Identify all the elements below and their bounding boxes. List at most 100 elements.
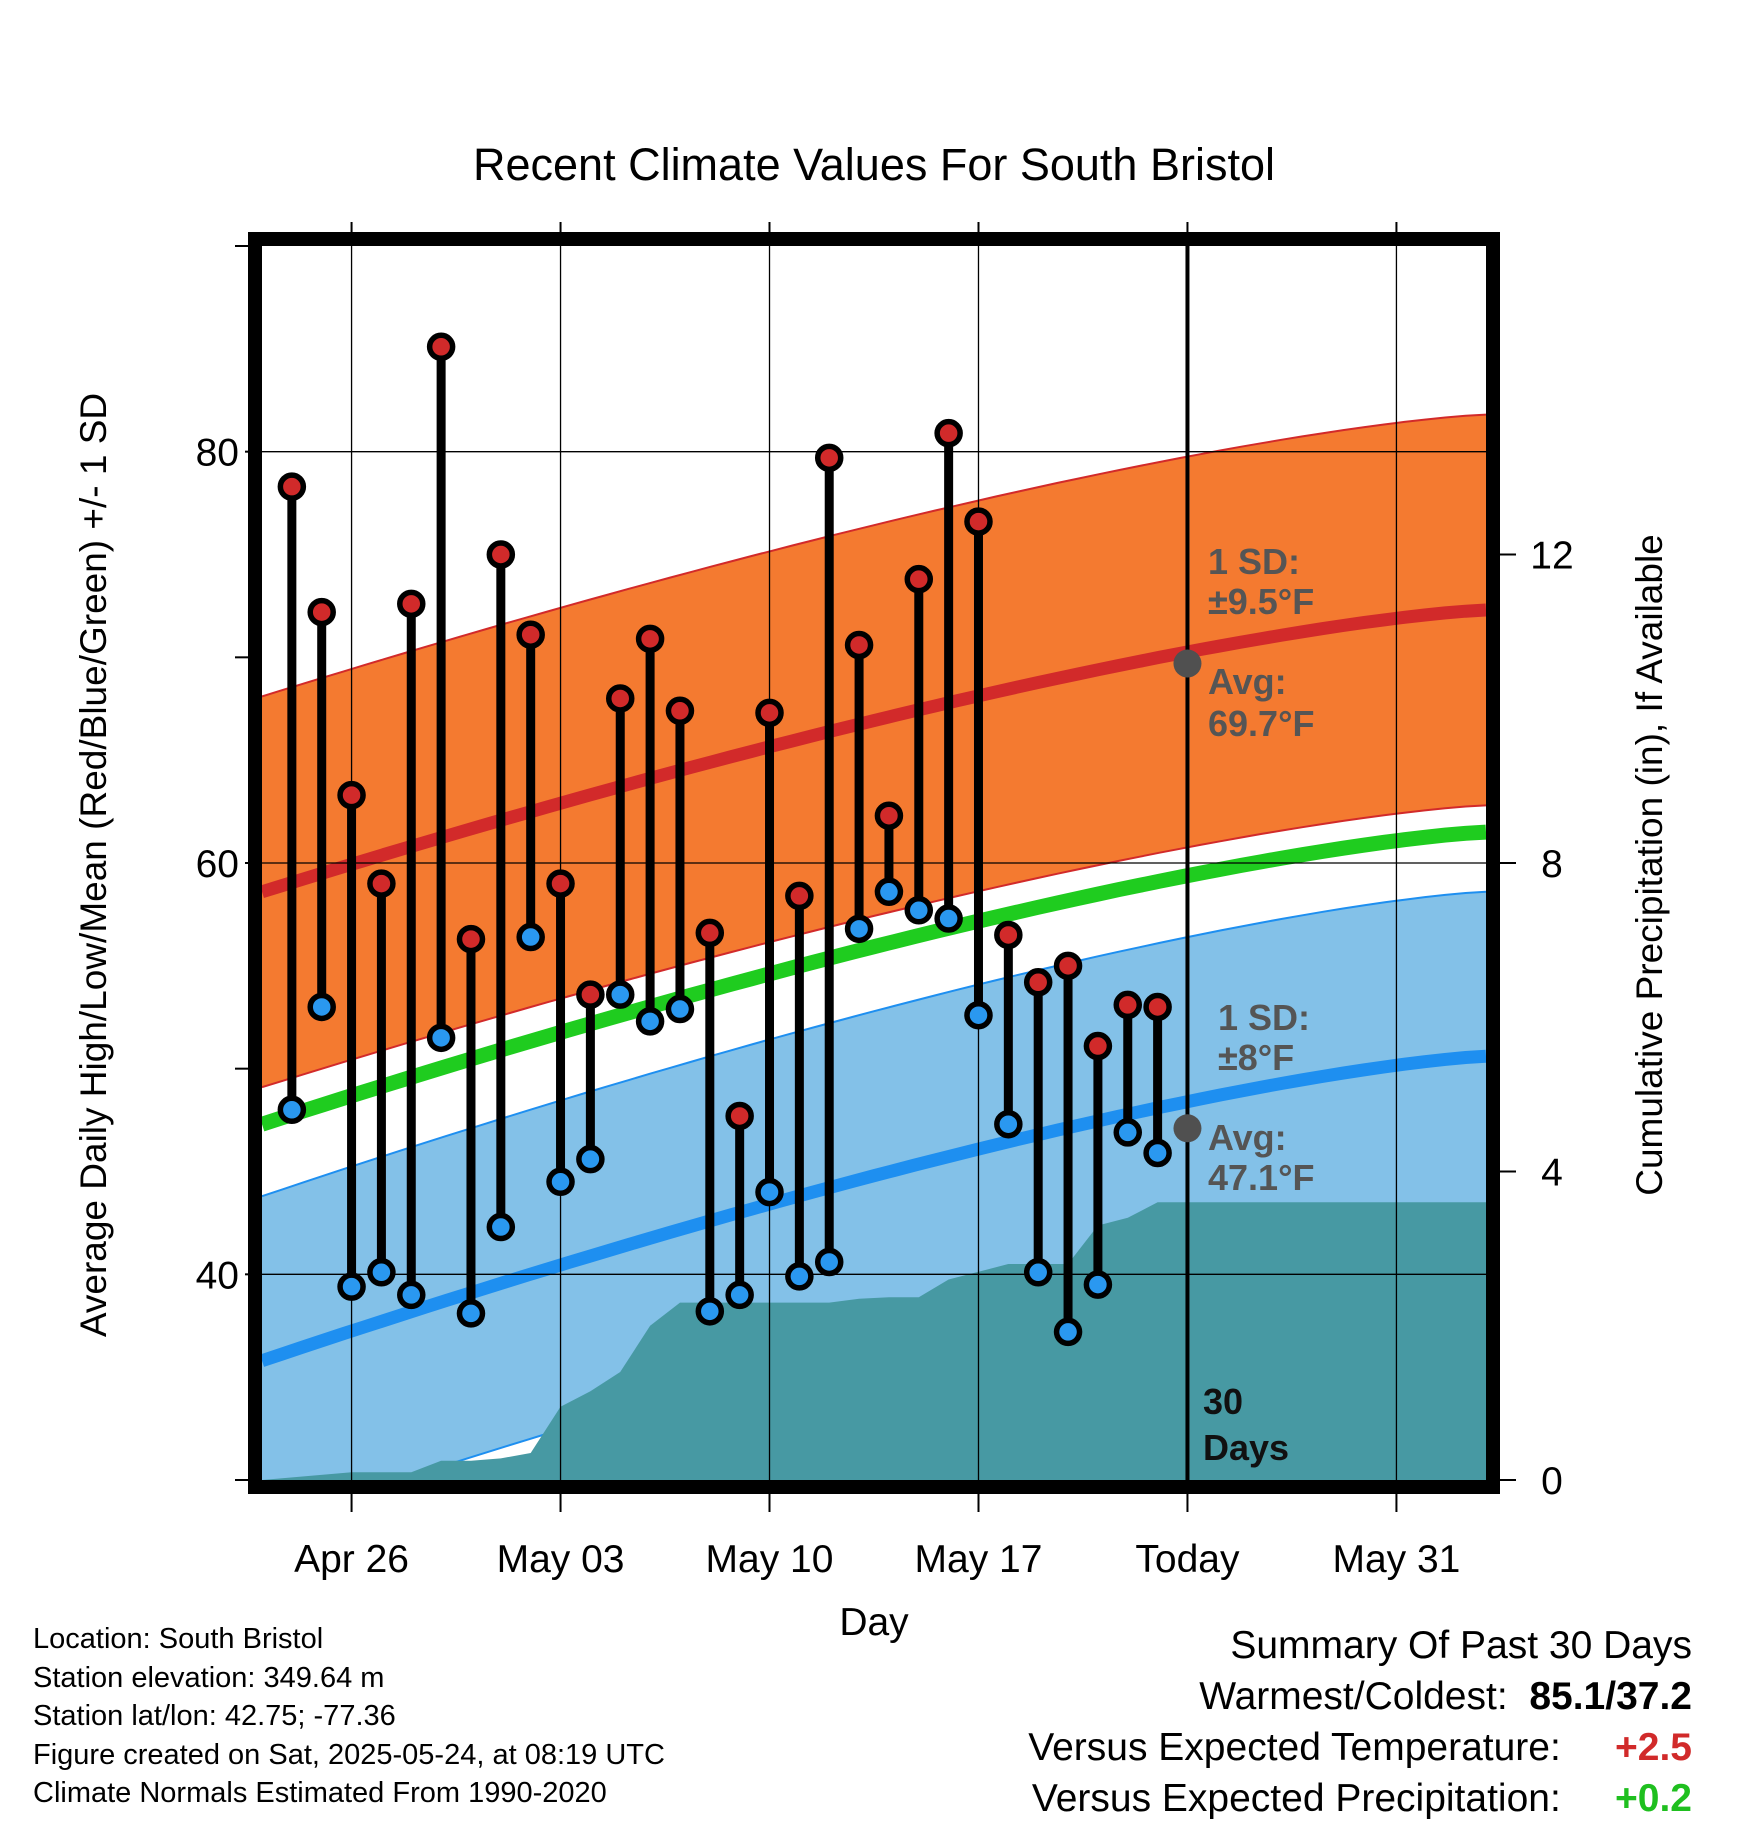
- plot-frame: [248, 232, 1500, 1494]
- daily-low-marker: [486, 1212, 516, 1242]
- y-tick-label: 40: [196, 1254, 239, 1297]
- daily-high-marker: [755, 698, 784, 728]
- daily-low-marker: [785, 1262, 814, 1291]
- daily-high-marker: [1083, 1031, 1113, 1061]
- low-avg-label: Avg:: [1208, 1117, 1287, 1158]
- daily-high-marker: [426, 332, 456, 362]
- daily-high-marker: [934, 418, 963, 448]
- x-tick-label: May 03: [497, 1538, 625, 1581]
- chart-title: Recent Climate Values For South Bristol: [473, 139, 1275, 190]
- normals-text: Climate Normals Estimated From 1990-2020: [33, 1777, 607, 1809]
- daily-low-marker: [665, 994, 695, 1024]
- low-avg-value: 47.1°F: [1208, 1157, 1314, 1198]
- low-sd-band: [262, 891, 1486, 1480]
- daily-high-marker: [307, 597, 336, 627]
- daily-high-marker: [576, 980, 605, 1009]
- daily-high-marker: [456, 924, 486, 954]
- window-label-line2: Days: [1203, 1427, 1289, 1468]
- x-tick-label: Today: [1135, 1538, 1240, 1581]
- daily-high-marker: [367, 869, 396, 898]
- summary-title: Summary Of Past 30 Days: [1230, 1624, 1692, 1667]
- high-avg-value: 69.7°F: [1208, 703, 1314, 744]
- latlon-text: Station lat/lon: 42.75; -77.36: [33, 1700, 396, 1732]
- low-sd-label: 1 SD:: [1218, 997, 1310, 1038]
- daily-high-marker: [874, 801, 904, 830]
- window-label-line1: 30: [1203, 1381, 1243, 1422]
- daily-high-marker: [994, 920, 1023, 950]
- location-text: Location: South Bristol: [33, 1623, 324, 1655]
- temp-row: Versus Expected Temperature: +2.5: [1028, 1722, 1692, 1773]
- today-high-avg-dot: [1173, 649, 1202, 678]
- warm-cold-value: 85.1/37.2: [1529, 1675, 1692, 1718]
- daily-low-marker: [695, 1297, 725, 1326]
- y-tick-label: 60: [196, 843, 239, 886]
- precip-label: Versus Expected Precipitation:: [1031, 1777, 1561, 1820]
- daily-low-marker: [546, 1167, 575, 1197]
- low-sd-value: ±8°F: [1218, 1037, 1294, 1078]
- daily-low-marker: [814, 1247, 844, 1277]
- x-tick-label: May 31: [1332, 1538, 1460, 1581]
- daily-high-marker: [337, 780, 366, 810]
- plot-area: [262, 246, 1486, 1480]
- warm-cold-label: Warmest/Coldest:: [1199, 1675, 1508, 1718]
- daily-low-marker: [874, 877, 904, 907]
- daily-high-marker: [1113, 990, 1143, 1020]
- y2-tick-label: 8: [1541, 843, 1563, 886]
- daily-low-marker: [904, 896, 934, 925]
- warm-cold-row: Warmest/Coldest: 85.1/37.2: [1028, 1671, 1692, 1722]
- daily-high-marker: [1143, 992, 1172, 1022]
- daily-low-marker: [516, 922, 545, 952]
- daily-low-marker: [635, 1007, 665, 1036]
- daily-high-marker: [1023, 968, 1053, 997]
- daily-low-marker: [397, 1280, 426, 1310]
- daily-high-marker: [605, 684, 635, 713]
- daily-low-marker: [367, 1258, 396, 1287]
- daily-high-marker: [635, 624, 665, 654]
- daily-low-marker: [725, 1280, 754, 1310]
- y2-tick-label: 12: [1530, 535, 1573, 578]
- daily-high-marker: [785, 881, 814, 911]
- y-tick-label: 80: [196, 432, 239, 475]
- daily-low-marker: [337, 1272, 366, 1301]
- daily-low-marker: [456, 1299, 486, 1328]
- normal-mean-line: [262, 824, 1486, 1132]
- daily-high-marker: [1053, 951, 1083, 981]
- precipitation-area: [262, 1202, 1486, 1480]
- high-sd-value: ±9.5°F: [1208, 581, 1314, 622]
- x-tick-label: May 17: [915, 1538, 1043, 1581]
- daily-high-marker: [814, 443, 844, 473]
- daily-low-marker: [1023, 1258, 1053, 1287]
- daily-low-marker: [755, 1177, 784, 1207]
- daily-high-marker: [665, 696, 695, 726]
- high-sd-band: [262, 414, 1486, 1088]
- y2-tick-label: 0: [1541, 1460, 1563, 1503]
- daily-low-marker: [994, 1109, 1023, 1139]
- daily-low-marker: [426, 1023, 456, 1053]
- temp-value: +2.5: [1615, 1726, 1692, 1769]
- x-tick-label: May 10: [706, 1538, 834, 1581]
- elevation-text: Station elevation: 349.64 m: [33, 1661, 385, 1694]
- daily-low-marker: [277, 1095, 307, 1125]
- daily-low-marker: [934, 904, 963, 933]
- today-low-avg-dot: [1173, 1114, 1202, 1143]
- daily-low-marker: [1143, 1138, 1172, 1168]
- daily-high-marker: [546, 869, 575, 898]
- daily-low-marker: [1113, 1118, 1143, 1147]
- temp-label: Versus Expected Temperature:: [1028, 1726, 1561, 1769]
- high-avg-label: Avg:: [1208, 661, 1287, 702]
- summary-panel: Summary Of Past 30 Days Warmest/Coldest:…: [1028, 1620, 1692, 1824]
- station-info: Location: South Bristol Station elevatio…: [33, 1620, 665, 1813]
- y-axis-label: Average Daily High/Low/Mean (Red/Blue/Gr…: [73, 393, 114, 1337]
- daily-low-marker: [605, 980, 635, 1009]
- x-tick-label: Apr 26: [294, 1538, 409, 1581]
- precip-value: +0.2: [1615, 1777, 1692, 1820]
- daily-low-marker: [844, 914, 874, 944]
- x-axis-label: Day: [839, 1601, 909, 1644]
- normal-low-line: [262, 1049, 1486, 1367]
- low-band-upper-edge: [262, 890, 1486, 1198]
- daily-low-marker: [307, 992, 336, 1022]
- high-band-lower-edge: [262, 804, 1486, 1089]
- created-text: Figure created on Sat, 2025-05-24, at 08…: [33, 1738, 665, 1771]
- high-band-upper-edge: [262, 413, 1486, 698]
